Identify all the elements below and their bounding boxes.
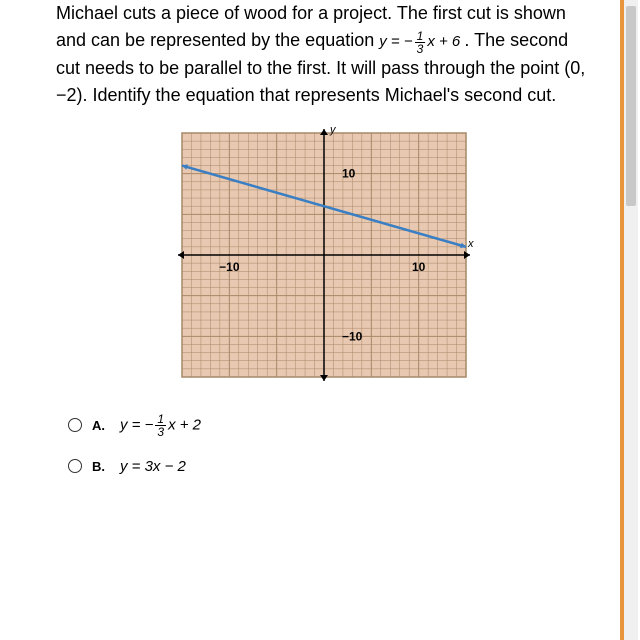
answer-a[interactable]: A. y = −13x + 2 xyxy=(68,413,592,438)
a-frac: 13 xyxy=(155,413,166,438)
answer-b[interactable]: B. y = 3x − 2 xyxy=(68,458,592,475)
frac-den: 3 xyxy=(415,43,426,55)
line-chart: −101010−10xy xyxy=(174,125,474,385)
radio-b[interactable] xyxy=(68,459,82,473)
answers-block: A. y = −13x + 2 B. y = 3x − 2 xyxy=(56,413,592,475)
eq-equals: = xyxy=(387,33,404,50)
a-rest: x + 2 xyxy=(168,416,201,433)
svg-text:10: 10 xyxy=(412,260,426,274)
page-content: Michael cuts a piece of wood for a proje… xyxy=(0,0,640,475)
problem-text: Michael cuts a piece of wood for a proje… xyxy=(56,0,592,109)
answer-b-eq: y = 3x − 2 xyxy=(120,458,186,475)
svg-text:−10: −10 xyxy=(219,260,240,274)
chart-container: −101010−10xy xyxy=(56,125,592,385)
svg-text:10: 10 xyxy=(342,166,356,180)
eq-neg: − xyxy=(404,33,413,50)
svg-text:−10: −10 xyxy=(342,329,363,343)
problem-equation: y = −13x + 6 xyxy=(379,33,464,50)
eq-frac: 13 xyxy=(415,30,426,55)
a-y: y xyxy=(120,416,128,433)
a-eq: = xyxy=(128,416,145,433)
frac-num: 1 xyxy=(415,30,426,43)
answer-a-eq: y = −13x + 2 xyxy=(120,413,201,438)
answer-b-letter: B. xyxy=(92,459,108,474)
svg-text:x: x xyxy=(467,238,474,250)
eq-y: y xyxy=(379,33,387,50)
answer-a-letter: A. xyxy=(92,418,108,433)
a-num: 1 xyxy=(155,413,166,426)
eq-rest: x + 6 xyxy=(427,33,460,50)
a-neg: − xyxy=(145,416,154,433)
radio-a[interactable] xyxy=(68,418,82,432)
a-den: 3 xyxy=(155,426,166,438)
